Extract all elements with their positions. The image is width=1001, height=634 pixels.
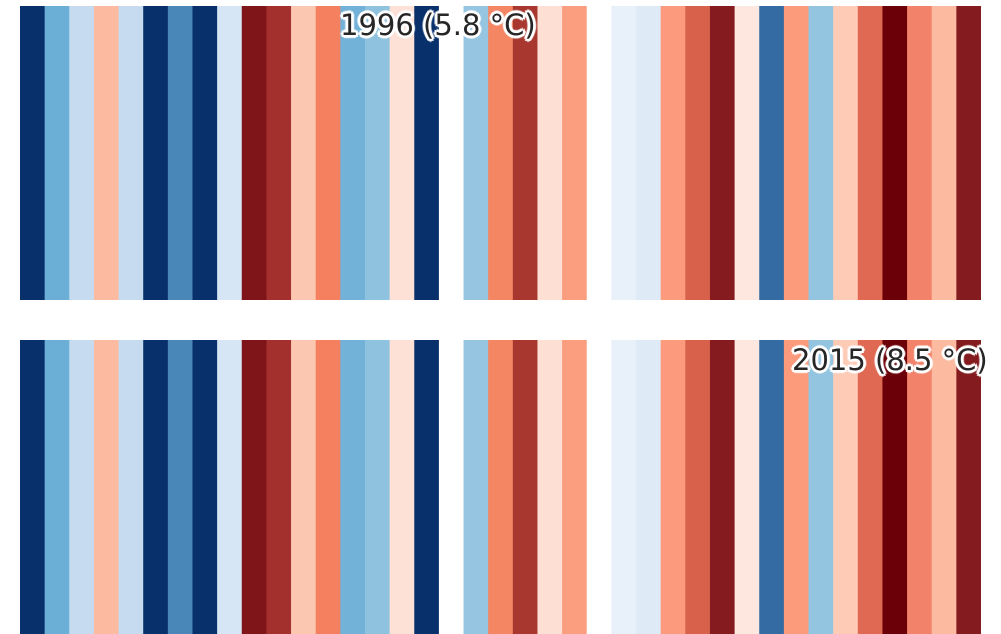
bottom-stripe-24 bbox=[611, 340, 637, 634]
bottom-stripe-25 bbox=[636, 340, 662, 634]
bottom-stripe-33 bbox=[833, 340, 859, 634]
top-stripe-12 bbox=[315, 6, 341, 300]
bottom-stripe-4 bbox=[118, 340, 144, 634]
bottom-stripe-11 bbox=[291, 340, 317, 634]
top-stripe-14 bbox=[364, 6, 391, 300]
top-stripe-16 bbox=[414, 6, 440, 300]
top-stripe-24 bbox=[611, 6, 637, 300]
top-stripe-37 bbox=[931, 6, 957, 300]
annotation-label-bottom: 2015 (8.5 °C) bbox=[792, 343, 988, 377]
top-stripe-22 bbox=[562, 6, 588, 300]
top-stripe-26 bbox=[660, 6, 686, 300]
bottom-stripe-20 bbox=[512, 340, 539, 634]
bottom-stripe-12 bbox=[315, 340, 341, 634]
top-stripe-19 bbox=[488, 6, 514, 300]
top-stripe-10 bbox=[266, 6, 292, 300]
bottom-stripe-5 bbox=[143, 340, 169, 634]
bottom-stripe-19 bbox=[488, 340, 514, 634]
bottom-stripe-10 bbox=[266, 340, 292, 634]
bottom-stripe-30 bbox=[759, 340, 785, 634]
bottom-stripe-23 bbox=[586, 340, 612, 634]
top-stripe-2 bbox=[69, 6, 95, 300]
top-stripe-0 bbox=[20, 6, 46, 300]
annotation-label-top: 1996 (5.8 °C) bbox=[340, 8, 536, 42]
top-stripe-6 bbox=[167, 6, 194, 300]
bottom-stripe-34 bbox=[857, 340, 884, 634]
top-stripe-34 bbox=[857, 6, 884, 300]
top-stripe-28 bbox=[709, 6, 736, 300]
stripes-chart-bottom bbox=[20, 340, 981, 634]
bottom-stripe-13 bbox=[340, 340, 366, 634]
top-stripe-29 bbox=[734, 6, 760, 300]
bottom-stripe-29 bbox=[734, 340, 760, 634]
bottom-stripe-17 bbox=[438, 340, 465, 634]
bottom-stripe-28 bbox=[709, 340, 736, 634]
top-stripe-20 bbox=[512, 6, 539, 300]
bottom-stripe-7 bbox=[192, 340, 218, 634]
top-stripe-18 bbox=[463, 6, 489, 300]
bottom-stripe-21 bbox=[537, 340, 563, 634]
bottom-stripe-22 bbox=[562, 340, 588, 634]
bottom-stripe-16 bbox=[414, 340, 440, 634]
stripes-chart-top bbox=[20, 6, 981, 300]
bottom-stripe-18 bbox=[463, 340, 489, 634]
top-stripe-13 bbox=[340, 6, 366, 300]
top-stripe-1 bbox=[44, 6, 70, 300]
top-stripe-25 bbox=[636, 6, 662, 300]
bottom-stripe-26 bbox=[660, 340, 686, 634]
bottom-stripe-2 bbox=[69, 340, 95, 634]
bottom-stripe-36 bbox=[907, 340, 933, 634]
bottom-stripe-8 bbox=[217, 340, 243, 634]
top-stripe-31 bbox=[783, 6, 810, 300]
top-stripe-33 bbox=[833, 6, 859, 300]
bottom-stripe-31 bbox=[783, 340, 810, 634]
top-stripe-9 bbox=[241, 6, 268, 300]
top-stripe-7 bbox=[192, 6, 218, 300]
top-stripe-27 bbox=[685, 6, 711, 300]
bottom-stripe-35 bbox=[882, 340, 908, 634]
top-stripe-30 bbox=[759, 6, 785, 300]
top-stripe-11 bbox=[291, 6, 317, 300]
bottom-stripe-37 bbox=[931, 340, 957, 634]
bottom-stripe-0 bbox=[20, 340, 46, 634]
stripes-panel-bottom bbox=[20, 340, 981, 634]
bottom-stripe-14 bbox=[364, 340, 391, 634]
bottom-stripe-9 bbox=[241, 340, 268, 634]
top-stripe-4 bbox=[118, 6, 144, 300]
top-stripe-3 bbox=[93, 6, 120, 300]
bottom-stripe-15 bbox=[389, 340, 415, 634]
top-stripe-23 bbox=[586, 6, 612, 300]
bottom-stripe-38 bbox=[956, 340, 981, 634]
top-stripe-36 bbox=[907, 6, 933, 300]
top-stripe-21 bbox=[537, 6, 563, 300]
bottom-stripe-3 bbox=[93, 340, 120, 634]
top-stripe-38 bbox=[956, 6, 981, 300]
stripes-panel-top bbox=[20, 6, 981, 300]
bottom-stripe-27 bbox=[685, 340, 711, 634]
top-stripe-5 bbox=[143, 6, 169, 300]
top-stripe-8 bbox=[217, 6, 243, 300]
top-stripe-32 bbox=[808, 6, 834, 300]
top-stripe-17 bbox=[438, 6, 465, 300]
top-stripe-15 bbox=[389, 6, 415, 300]
bottom-stripe-1 bbox=[44, 340, 70, 634]
top-stripe-35 bbox=[882, 6, 908, 300]
bottom-stripe-32 bbox=[808, 340, 834, 634]
bottom-stripe-6 bbox=[167, 340, 194, 634]
